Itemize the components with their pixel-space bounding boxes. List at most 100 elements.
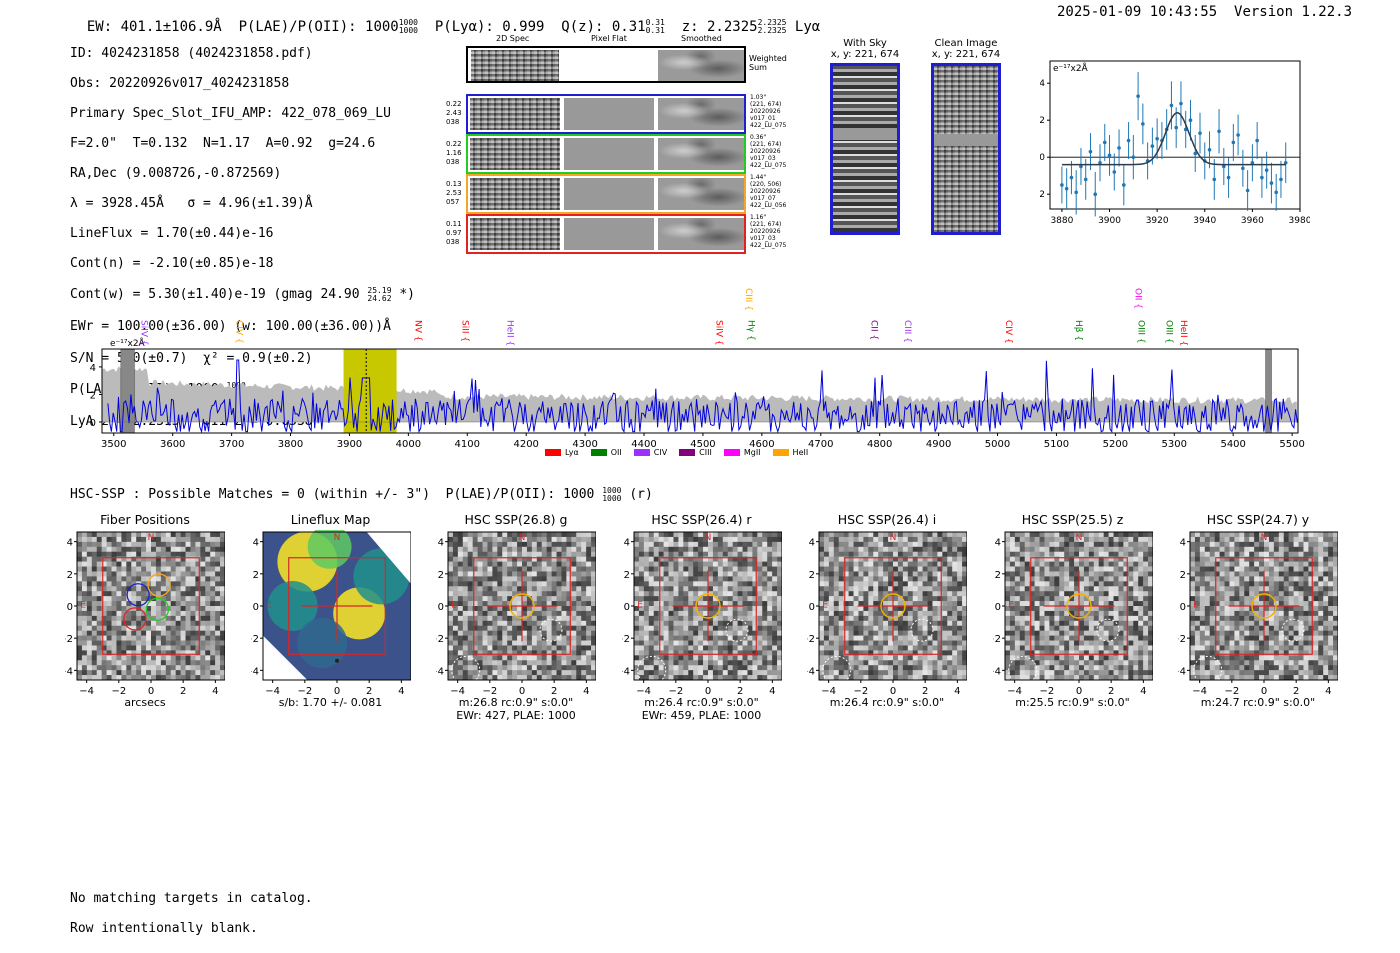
pixel xyxy=(668,596,674,602)
pixel xyxy=(761,591,767,597)
pixel xyxy=(581,665,587,671)
pixel xyxy=(492,620,498,627)
pixel xyxy=(551,546,557,553)
pixel xyxy=(643,591,649,597)
pixel xyxy=(571,551,577,557)
pixel xyxy=(185,640,191,646)
pixel xyxy=(101,615,107,622)
pixel xyxy=(566,630,572,636)
pixel xyxy=(477,586,483,592)
pixel xyxy=(897,596,904,602)
pixel xyxy=(77,601,83,607)
pixel xyxy=(1122,620,1129,627)
pixel xyxy=(707,620,713,627)
pixel xyxy=(121,645,127,651)
pixel xyxy=(1034,640,1040,646)
pixel xyxy=(776,581,782,587)
pixel xyxy=(833,596,840,602)
pixel xyxy=(160,675,167,681)
pixel xyxy=(1083,591,1089,597)
pixel xyxy=(190,586,196,592)
pixel xyxy=(1063,546,1069,553)
pixel xyxy=(591,620,596,627)
pixel xyxy=(922,630,928,636)
pixel xyxy=(687,576,693,582)
pixel xyxy=(1113,581,1119,587)
pixel xyxy=(717,536,723,543)
pixel xyxy=(1053,640,1060,646)
fiber-circle xyxy=(123,607,147,631)
pixel xyxy=(828,670,835,676)
gaussian-fit-line xyxy=(1061,112,1286,166)
pixel xyxy=(551,615,557,622)
pixel xyxy=(942,660,948,666)
pixel xyxy=(742,635,748,641)
pixel xyxy=(682,556,689,562)
pixel xyxy=(1103,536,1109,543)
pixel xyxy=(1078,601,1084,607)
pixel xyxy=(702,576,708,582)
pixel xyxy=(952,655,958,661)
pixel xyxy=(819,610,825,617)
pixel xyxy=(502,670,508,676)
pixel xyxy=(517,536,523,543)
pixel xyxy=(566,556,572,562)
pixel xyxy=(737,620,743,627)
pixel xyxy=(643,630,649,636)
pixel xyxy=(151,610,157,617)
pixel xyxy=(487,650,493,656)
pixel xyxy=(126,601,132,607)
pixel xyxy=(502,610,508,617)
pixel xyxy=(727,620,733,627)
pixel xyxy=(170,576,176,582)
pixel xyxy=(1103,655,1109,661)
pixel xyxy=(1043,591,1050,597)
pixel xyxy=(937,606,943,612)
pixel xyxy=(878,561,884,567)
pixel xyxy=(761,645,767,651)
pixel xyxy=(551,645,557,651)
pixel xyxy=(477,541,483,548)
pixel xyxy=(101,660,107,666)
pixel xyxy=(77,610,83,617)
pixel xyxy=(487,630,493,636)
pixel xyxy=(1132,606,1138,612)
pixel xyxy=(756,655,763,661)
pixel xyxy=(947,576,953,582)
pixel xyxy=(776,541,782,548)
cutout-gap xyxy=(654,216,658,252)
pixel xyxy=(531,630,538,636)
pixel xyxy=(160,670,167,676)
pixel xyxy=(1147,591,1153,597)
pixel xyxy=(1132,620,1138,627)
pixel xyxy=(648,665,654,671)
pixel xyxy=(106,556,112,562)
pixel xyxy=(576,650,582,656)
emission-line-label: CIV { xyxy=(233,320,243,344)
pixel xyxy=(462,591,469,597)
pixel xyxy=(591,650,596,656)
y-tick-label: −4 xyxy=(65,666,73,677)
pixel xyxy=(1063,581,1069,587)
pixel xyxy=(1132,610,1138,617)
pixel xyxy=(858,660,864,666)
pixel xyxy=(467,556,473,562)
pixel xyxy=(205,556,211,562)
pixel xyxy=(448,625,454,631)
pixel xyxy=(883,665,889,671)
pixel xyxy=(1088,606,1094,612)
pixel xyxy=(1142,532,1148,538)
pixel xyxy=(86,546,93,553)
pixel xyxy=(91,660,98,666)
x-tick-label: 4700 xyxy=(808,439,833,450)
pixel xyxy=(170,670,176,676)
cutout-2d xyxy=(470,138,560,170)
pixel xyxy=(942,665,948,671)
pixel xyxy=(487,670,493,676)
pixel xyxy=(457,596,464,602)
pixel xyxy=(210,546,216,553)
pixel xyxy=(546,615,552,622)
pixel xyxy=(957,645,963,651)
pixel xyxy=(927,581,933,587)
pixel xyxy=(531,675,538,681)
